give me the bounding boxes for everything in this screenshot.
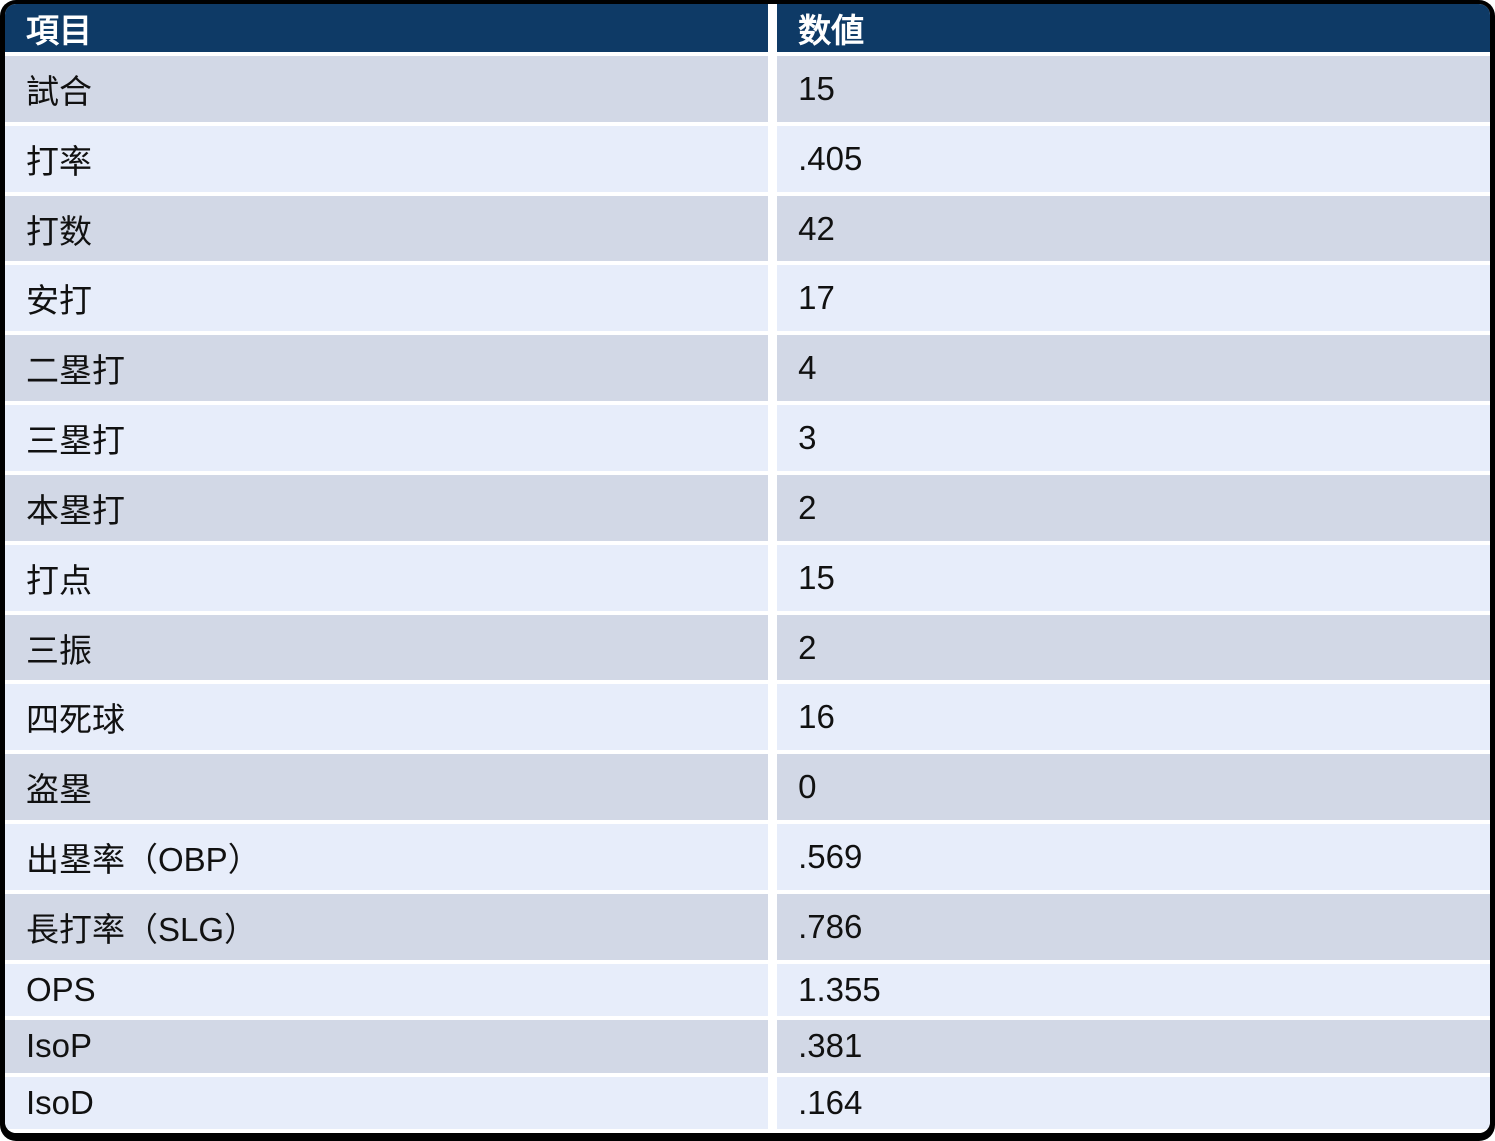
table-row: 四死球 16	[5, 684, 1490, 755]
batting-stats-table: 項目 数値 試合 15 打率 .405 打数 42 安打 17 二塁打 4 三塁打 3 本塁打 2 打点 15…	[5, 4, 1490, 1133]
header-row: 項目 数値	[5, 4, 1490, 56]
stats-table-body: 試合 15 打率 .405 打数 42 安打 17 二塁打 4 三塁打 3 本塁打 2 打点 15 三振 2 四死球…	[5, 56, 1490, 1133]
item-cell: 安打	[5, 265, 778, 336]
table-row: 盗塁 0	[5, 754, 1490, 825]
value-cell: .381	[777, 1020, 1490, 1077]
value-cell: .786	[777, 893, 1490, 964]
table-row: IsoP .381	[5, 1020, 1490, 1077]
value-cell: 2	[777, 474, 1490, 545]
table-row: 安打 17	[5, 265, 1490, 336]
value-cell: 4	[777, 335, 1490, 406]
column-header-item: 項目	[5, 4, 778, 56]
value-cell: .164	[777, 1076, 1490, 1133]
item-cell: OPS	[5, 963, 778, 1021]
value-cell: 0	[777, 754, 1490, 825]
value-cell: 3	[777, 405, 1490, 475]
table-row: 長打率（SLG） .786	[5, 893, 1490, 964]
item-cell: 盗塁	[5, 754, 778, 825]
value-cell: 16	[777, 684, 1490, 755]
item-cell: 打点	[5, 544, 778, 615]
table-row: 二塁打 4	[5, 335, 1490, 406]
item-cell: IsoD	[5, 1076, 778, 1133]
item-cell: 試合	[5, 56, 778, 126]
value-cell: 17	[777, 265, 1490, 336]
value-cell: .405	[777, 125, 1490, 196]
item-cell: 本塁打	[5, 474, 778, 545]
value-cell: 2	[777, 614, 1490, 685]
table-row: 試合 15	[5, 56, 1490, 126]
value-cell: 1.355	[777, 963, 1490, 1021]
item-cell: 三塁打	[5, 405, 778, 475]
table-row: 打率 .405	[5, 125, 1490, 196]
table-row: 打数 42	[5, 195, 1490, 266]
item-cell: IsoP	[5, 1020, 778, 1077]
value-cell: .569	[777, 824, 1490, 894]
item-cell: 打率	[5, 125, 778, 196]
item-cell: 長打率（SLG）	[5, 893, 778, 964]
item-cell: 三振	[5, 614, 778, 685]
table-row: 三塁打 3	[5, 405, 1490, 475]
table-row: 三振 2	[5, 614, 1490, 685]
stats-table-header: 項目 数値	[5, 4, 1490, 56]
table-row: 本塁打 2	[5, 474, 1490, 545]
table-row: 打点 15	[5, 544, 1490, 615]
item-cell: 打数	[5, 195, 778, 266]
column-header-value: 数値	[777, 4, 1490, 56]
value-cell: 15	[777, 56, 1490, 126]
item-cell: 二塁打	[5, 335, 778, 406]
table-row: 出塁率（OBP） .569	[5, 824, 1490, 894]
value-cell: 42	[777, 195, 1490, 266]
value-cell: 15	[777, 544, 1490, 615]
stats-table: 項目 数値 試合 15 打率 .405 打数 42 安打 17 二塁打 4 三塁打 3 本塁打 2 打点 15…	[5, 4, 1490, 1133]
item-cell: 出塁率（OBP）	[5, 824, 778, 894]
item-cell: 四死球	[5, 684, 778, 755]
table-row: OPS 1.355	[5, 963, 1490, 1021]
table-row: IsoD .164	[5, 1076, 1490, 1133]
